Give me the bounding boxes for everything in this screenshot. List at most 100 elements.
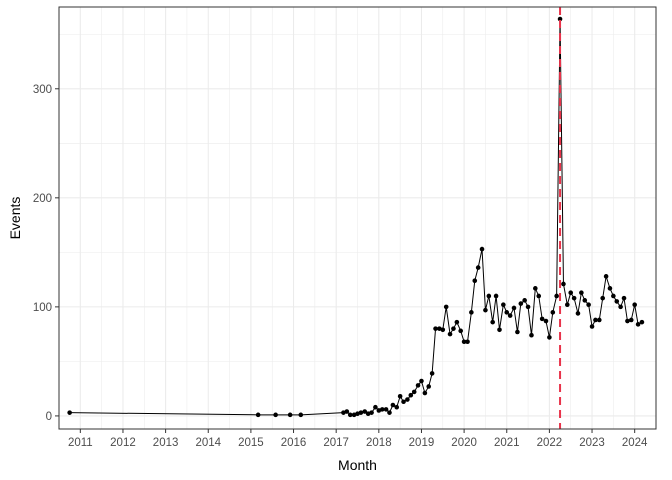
data-point bbox=[483, 307, 488, 313]
data-point bbox=[373, 404, 378, 410]
data-point bbox=[344, 409, 350, 414]
data-point bbox=[383, 407, 389, 412]
x-tick-label: 2019 bbox=[409, 437, 435, 449]
data-point bbox=[433, 326, 438, 331]
data-point bbox=[518, 301, 524, 306]
data-point bbox=[522, 298, 527, 303]
y-tick-label: 200 bbox=[33, 193, 52, 205]
data-point bbox=[461, 339, 467, 345]
data-point bbox=[422, 390, 428, 396]
data-point bbox=[497, 327, 502, 333]
data-point bbox=[405, 397, 410, 402]
y-tick-label: 300 bbox=[33, 84, 52, 96]
data-point bbox=[443, 304, 449, 310]
data-point bbox=[447, 331, 453, 337]
x-tick-label: 2023 bbox=[579, 437, 605, 449]
data-point bbox=[401, 399, 406, 405]
x-tick-label: 2011 bbox=[68, 437, 93, 449]
data-point bbox=[419, 378, 424, 384]
minor-gridlines bbox=[59, 7, 656, 429]
x-tick-label: 2015 bbox=[238, 437, 264, 449]
data-point bbox=[632, 302, 637, 307]
data-point bbox=[600, 295, 605, 301]
data-point bbox=[635, 322, 641, 327]
data-point bbox=[536, 293, 542, 299]
data-point bbox=[565, 302, 570, 307]
data-point bbox=[579, 290, 584, 296]
data-point bbox=[639, 319, 645, 325]
data-point bbox=[415, 383, 421, 388]
data-point bbox=[603, 274, 609, 279]
data-point bbox=[529, 332, 534, 338]
x-axis-title: Month bbox=[338, 457, 377, 473]
data-point bbox=[451, 326, 456, 331]
panel-border bbox=[58, 6, 657, 430]
data-point bbox=[287, 412, 293, 418]
data-point bbox=[67, 410, 72, 415]
data-point bbox=[493, 293, 499, 299]
x-tick-label: 2021 bbox=[494, 437, 520, 449]
data-point bbox=[593, 317, 598, 323]
data-point bbox=[347, 412, 353, 418]
series-points-group bbox=[67, 16, 645, 418]
data-point bbox=[561, 281, 566, 287]
data-point bbox=[554, 293, 559, 299]
data-point bbox=[618, 304, 623, 310]
data-point bbox=[362, 409, 368, 414]
data-point bbox=[571, 295, 577, 301]
data-point bbox=[458, 328, 464, 334]
data-point bbox=[465, 339, 470, 345]
data-point bbox=[472, 278, 478, 284]
data-point bbox=[501, 302, 506, 307]
x-tick-label: 2024 bbox=[622, 437, 648, 449]
data-point bbox=[408, 392, 414, 398]
data-point bbox=[607, 286, 613, 291]
x-axis-ticks: 2011 2012 2013 2014 2015 2016 2017 2018 2019 2020… bbox=[68, 429, 648, 449]
data-point bbox=[490, 319, 495, 325]
data-point bbox=[358, 410, 364, 415]
data-point bbox=[621, 295, 627, 301]
data-point bbox=[479, 246, 485, 252]
data-point bbox=[379, 407, 385, 412]
data-point bbox=[390, 402, 396, 408]
major-gridlines bbox=[59, 7, 656, 429]
x-tick-label: 2012 bbox=[110, 437, 136, 449]
data-point bbox=[543, 318, 549, 324]
x-tick-label: 2018 bbox=[366, 437, 392, 449]
data-point bbox=[429, 371, 435, 376]
data-point bbox=[515, 329, 520, 335]
data-point bbox=[504, 310, 510, 315]
data-point bbox=[273, 412, 278, 418]
data-point bbox=[369, 410, 374, 415]
data-point bbox=[469, 310, 474, 315]
data-point bbox=[596, 317, 602, 323]
data-point bbox=[589, 324, 595, 329]
data-point bbox=[397, 393, 403, 399]
data-point bbox=[298, 412, 304, 418]
data-point bbox=[525, 304, 531, 310]
y-axis-ticks: 0 100 200 300 bbox=[33, 84, 59, 423]
y-tick-label: 100 bbox=[33, 302, 52, 314]
data-point bbox=[628, 317, 634, 323]
data-point bbox=[507, 313, 513, 318]
data-point bbox=[611, 293, 616, 299]
data-point bbox=[511, 305, 517, 311]
data-point bbox=[575, 311, 581, 316]
data-point bbox=[582, 298, 588, 303]
x-tick-label: 2013 bbox=[153, 437, 179, 449]
y-axis-title: Events bbox=[7, 197, 23, 240]
data-point bbox=[557, 16, 563, 22]
data-point bbox=[533, 286, 538, 291]
data-point bbox=[614, 299, 620, 304]
data-point bbox=[440, 327, 446, 333]
data-point bbox=[426, 384, 432, 389]
data-point bbox=[454, 319, 460, 325]
data-point bbox=[539, 316, 545, 322]
data-point bbox=[625, 318, 630, 324]
data-point bbox=[387, 410, 392, 415]
data-point bbox=[255, 412, 261, 418]
data-point bbox=[547, 335, 552, 340]
x-tick-label: 2016 bbox=[281, 437, 307, 449]
data-point bbox=[586, 302, 591, 307]
